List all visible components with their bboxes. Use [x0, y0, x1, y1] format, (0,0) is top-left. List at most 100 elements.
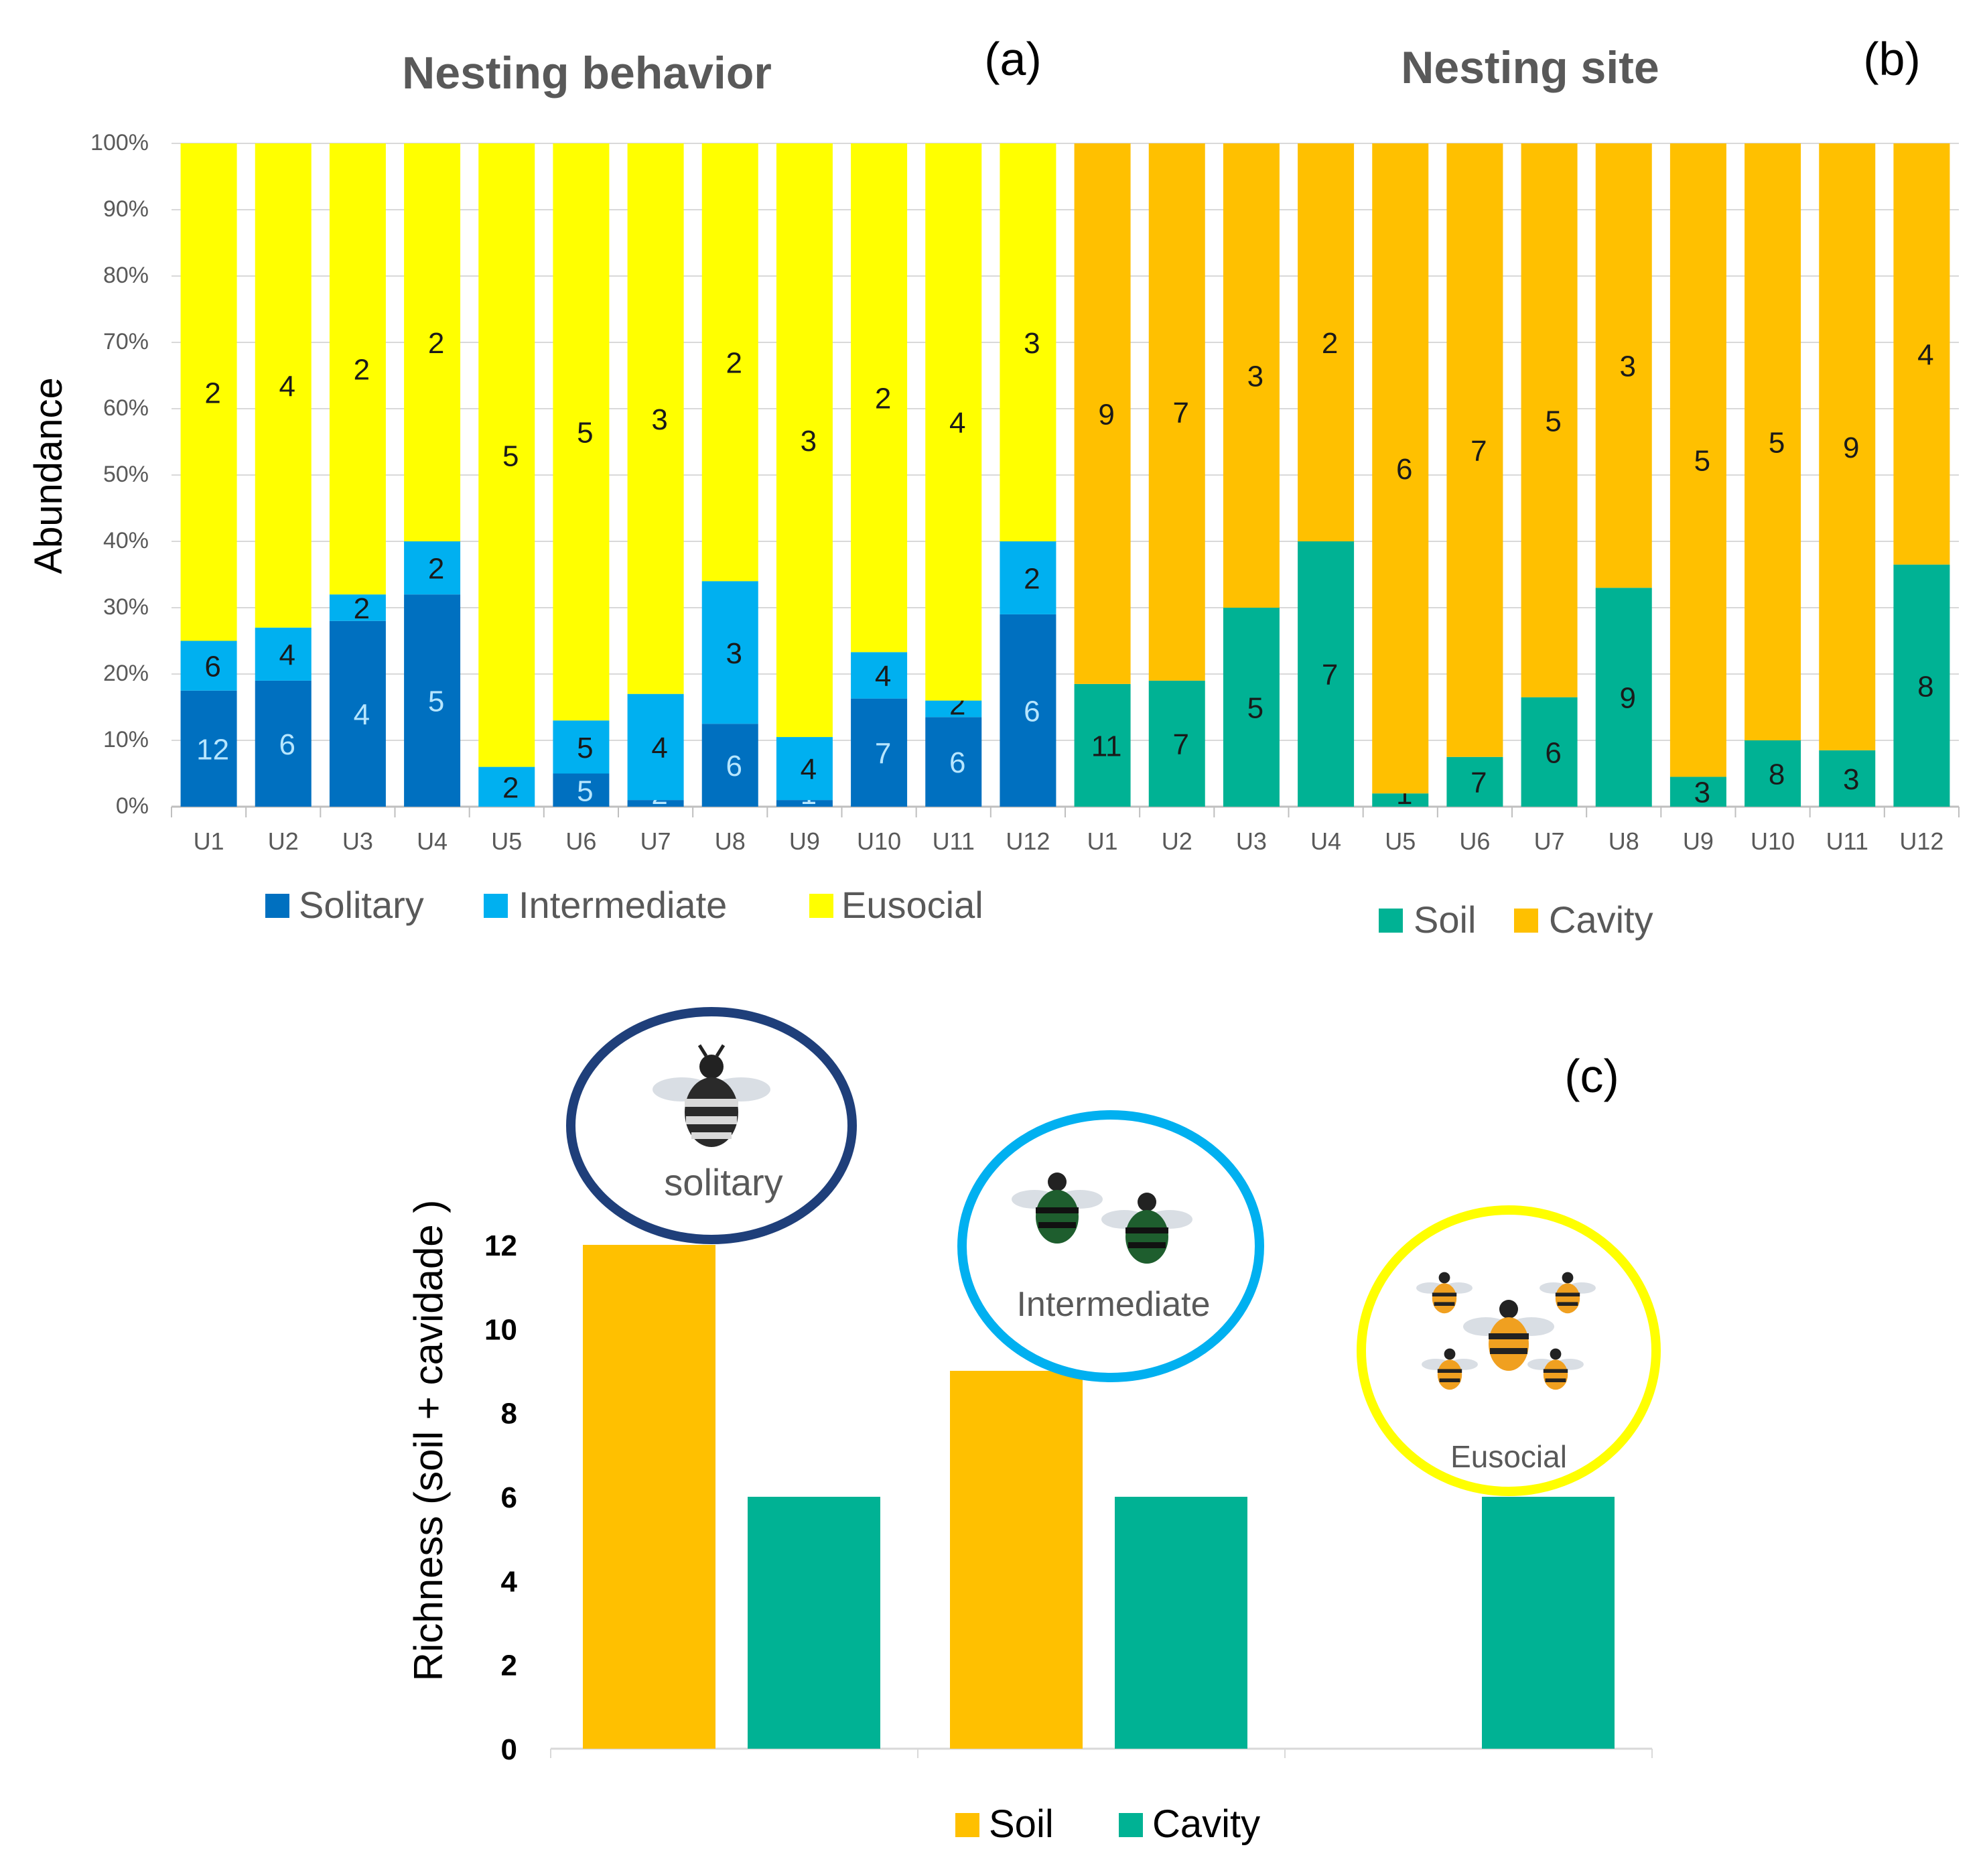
- x-tick-label: U11: [933, 827, 975, 855]
- bar-solitary-u11: [925, 717, 982, 807]
- legend-swatch-cavity-b: [1514, 909, 1538, 933]
- y-tick-label: 100%: [90, 130, 149, 155]
- c-y-tick-label: 12: [484, 1229, 517, 1262]
- bar-soil-u12: [1893, 564, 1950, 807]
- data-label-soil-u7: 6: [1545, 736, 1561, 769]
- data-label-soil-u12: 8: [1917, 670, 1933, 703]
- data-label-intermediate-u9: 4: [801, 753, 817, 786]
- data-label-intermediate-u7: 4: [651, 732, 667, 764]
- y-tick-label: 70%: [103, 329, 149, 354]
- c-y-tick-label: 4: [501, 1565, 518, 1598]
- data-label-intermediate-u6: 5: [577, 732, 593, 764]
- bar-eusocial-u10: [851, 143, 908, 653]
- bar-eusocial-u5: [478, 143, 535, 767]
- chart-c-legend: Soil Cavity: [955, 1802, 1260, 1846]
- chart-b-panel-label: (b): [1863, 33, 1921, 85]
- bar-soil-u9: [1669, 777, 1726, 807]
- bar-solitary-u6: [553, 773, 610, 807]
- bar-eusocial-u9: [776, 143, 833, 738]
- data-label-soil-u6: 7: [1471, 766, 1487, 799]
- bar-cavity-u10: [1745, 143, 1801, 740]
- bar-cavity-u6: [1446, 143, 1503, 757]
- y-tick-label: 90%: [103, 196, 149, 222]
- bar-soil-u2: [1148, 680, 1205, 807]
- bar-eusocial-u3: [329, 143, 386, 595]
- bee-pair-icon: [1012, 1172, 1192, 1264]
- data-label-cavity-u8: 3: [1620, 350, 1636, 383]
- data-label-cavity-u12: 4: [1917, 338, 1933, 371]
- bar-cavity-u1: [1074, 143, 1131, 684]
- eusocial-badge: Eusocial: [1357, 1205, 1661, 1496]
- bar-solitary-u1: [180, 690, 237, 807]
- bar-soil-u5: [1372, 793, 1429, 807]
- data-label-intermediate-u3: 2: [354, 592, 370, 625]
- bar-cavity-u11: [1819, 143, 1876, 750]
- x-tick-label: U10: [857, 827, 901, 855]
- data-label-intermediate-u5: 2: [502, 771, 519, 804]
- chart-c-ylabel: Richness (soil + cavidade ): [406, 1200, 451, 1682]
- solitary-badge-label: solitary: [664, 1161, 782, 1203]
- bar-eusocial-u4: [404, 143, 461, 541]
- eusocial-badge-label: Eusocial: [1450, 1439, 1567, 1474]
- bar-cavity-u7: [1521, 143, 1578, 697]
- c-y-tick-label: 8: [501, 1398, 517, 1430]
- x-tick-label: U6: [565, 827, 596, 855]
- x-tick-label: U7: [640, 827, 671, 855]
- data-label-solitary-u1: 12: [196, 733, 229, 766]
- chart-c-axes: 0 2 4 6 8 10 12: [484, 1229, 1653, 1766]
- chart-b-legend: Soil Cavity: [1379, 898, 1653, 941]
- bar-intermediate-u10: [851, 652, 908, 699]
- data-label-soil-u3: 5: [1247, 692, 1263, 725]
- c-bar-soil-solitary: [583, 1245, 715, 1749]
- x-tick-label: U3: [1236, 827, 1267, 855]
- legend-swatch-solitary: [265, 894, 289, 918]
- data-label-eusocial-u3: 2: [354, 354, 370, 387]
- legend-swatch-cavity-c: [1119, 1813, 1143, 1837]
- y-tick-label: 40%: [103, 528, 149, 553]
- x-tick-label: U7: [1534, 827, 1565, 855]
- data-label-eusocial-u4: 2: [428, 327, 444, 360]
- bar-soil-u8: [1595, 588, 1652, 807]
- bar-eusocial-u12: [1000, 143, 1056, 541]
- bar-soil-u11: [1819, 750, 1876, 807]
- data-label-solitary-u10: 7: [875, 737, 891, 770]
- bar-intermediate-u11: [925, 700, 982, 718]
- c-bar-cavity-intermediate: [1115, 1497, 1247, 1749]
- intermediate-ring: [957, 1110, 1264, 1382]
- bar-solitary-u4: [404, 594, 461, 807]
- data-label-cavity-u3: 3: [1247, 360, 1263, 393]
- x-tick-label: U12: [1006, 827, 1050, 855]
- y-tick-label: 10%: [103, 727, 149, 752]
- data-label-soil-u9: 3: [1694, 777, 1710, 809]
- legend-label-soil-c: Soil: [989, 1802, 1054, 1846]
- c-bar-soil-intermediate: [950, 1371, 1083, 1749]
- data-label-cavity-u6: 7: [1471, 435, 1487, 468]
- data-label-solitary-u4: 5: [428, 685, 444, 718]
- legend-label-soil-b: Soil: [1414, 898, 1476, 941]
- bar-eusocial-u7: [627, 143, 684, 694]
- c-y-tick-label: 10: [484, 1313, 517, 1346]
- data-label-cavity-u1: 9: [1098, 398, 1114, 431]
- chart-c-bars: [583, 1245, 1615, 1749]
- bar-cavity-u5: [1372, 143, 1429, 794]
- data-label-solitary-u12: 6: [1024, 695, 1040, 728]
- legend-swatch-soil-c: [955, 1813, 979, 1837]
- legend-swatch-eusocial: [809, 894, 833, 918]
- data-label-soil-u10: 8: [1769, 758, 1785, 791]
- data-label-soil-u1: 11: [1091, 730, 1122, 762]
- data-label-eusocial-u5: 5: [502, 440, 519, 472]
- x-tick-label: U8: [715, 827, 746, 855]
- bar-solitary-u8: [701, 724, 758, 807]
- c-y-tick-label: 0: [501, 1733, 517, 1766]
- data-label-intermediate-u4: 2: [428, 553, 444, 586]
- x-tick-label: U4: [1310, 827, 1341, 855]
- legend-swatch-intermediate: [484, 894, 508, 918]
- intermediate-badge-label: Intermediate: [1016, 1285, 1210, 1324]
- y-tick-label: 80%: [103, 263, 149, 288]
- legend-label-eusocial: Eusocial: [841, 884, 983, 926]
- chart-a-legend: Solitary Intermediate Eusocial: [265, 884, 983, 926]
- x-tick-label: U4: [417, 827, 448, 855]
- y-tick-label: 20%: [103, 661, 149, 686]
